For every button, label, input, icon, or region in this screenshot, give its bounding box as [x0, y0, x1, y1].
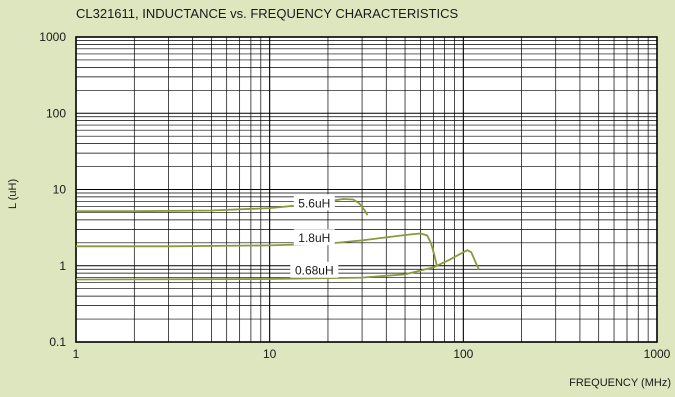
x-axis-label: FREQUENCY (MHz) — [569, 377, 671, 389]
series-label-bg — [293, 194, 335, 211]
series-label-bg — [290, 261, 339, 278]
y-tick-label: 1000 — [39, 30, 66, 44]
y-tick-label: 10 — [53, 183, 67, 197]
x-tick-label: 1000 — [644, 347, 671, 361]
y-tick-label: 1 — [59, 259, 66, 273]
plot-border — [75, 36, 658, 343]
x-tick-label: 10 — [263, 347, 277, 361]
series-line — [75, 249, 480, 281]
x-tick-label: 1 — [73, 347, 80, 361]
series-label: 0.68uH — [295, 264, 334, 278]
series-label: 1.8uH — [298, 231, 330, 245]
series-label-bg — [293, 229, 335, 246]
chart-title: CL321611, INDUCTANCE vs. FREQUENCY CHARA… — [76, 6, 459, 21]
series-line — [76, 232, 438, 267]
y-tick-label: 0.1 — [49, 335, 66, 349]
y-tick-label: 100 — [46, 106, 66, 120]
x-tick-label: 100 — [453, 347, 473, 361]
series-label: 5.6uH — [298, 196, 330, 210]
